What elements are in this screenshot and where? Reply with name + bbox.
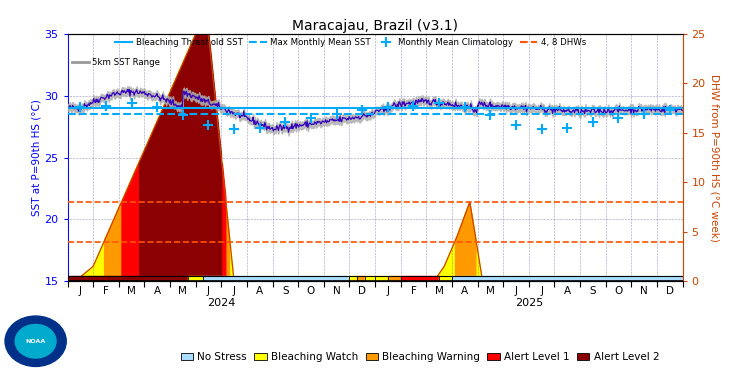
Point <box>484 112 496 118</box>
Legend: 5km SST Range: 5km SST Range <box>72 58 160 67</box>
Legend: No Stress, Bleaching Watch, Bleaching Warning, Alert Level 1, Alert Level 2: No Stress, Bleaching Watch, Bleaching Wa… <box>176 348 664 366</box>
Title: Maracajau, Brazil (v3.1): Maracajau, Brazil (v3.1) <box>292 19 458 33</box>
Point <box>279 118 291 124</box>
Point <box>331 111 343 117</box>
Y-axis label: SST at P=90th HS (°C): SST at P=90th HS (°C) <box>32 99 41 216</box>
Point <box>152 104 164 110</box>
Text: 2024: 2024 <box>207 298 236 308</box>
Point <box>254 125 266 131</box>
Point <box>536 126 548 132</box>
Point <box>382 104 394 110</box>
Point <box>74 104 86 110</box>
Y-axis label: DHW from P=90th HS (°C week): DHW from P=90th HS (°C week) <box>710 74 719 242</box>
Point <box>586 118 598 124</box>
Point <box>228 126 240 132</box>
Circle shape <box>15 324 56 358</box>
Point <box>664 108 676 114</box>
Point <box>433 100 445 106</box>
Point <box>100 102 112 108</box>
Circle shape <box>5 316 66 366</box>
Point <box>459 104 471 110</box>
Text: NOAA: NOAA <box>26 339 46 344</box>
Point <box>561 125 573 131</box>
Point <box>202 122 214 128</box>
Point <box>356 108 368 114</box>
Point <box>305 115 317 121</box>
Point <box>177 112 189 118</box>
Text: 2025: 2025 <box>514 298 543 308</box>
Point <box>638 111 650 117</box>
Point <box>510 122 522 128</box>
Point <box>125 100 137 106</box>
Point <box>613 115 625 121</box>
Point <box>407 102 419 108</box>
